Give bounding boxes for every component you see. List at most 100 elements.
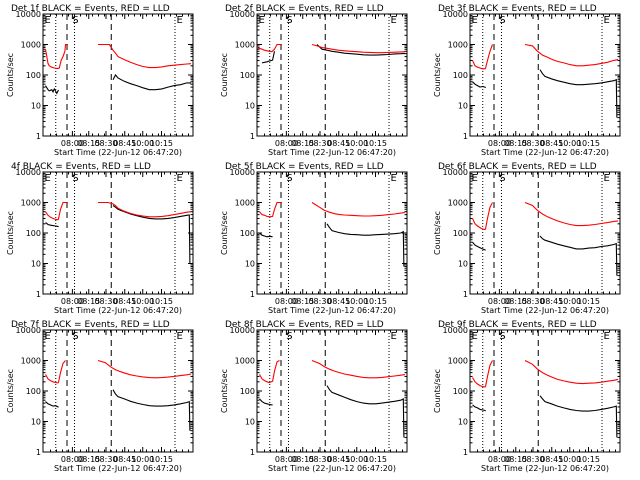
series-line-lld <box>256 43 406 54</box>
y-tick-label: 10000 <box>443 10 468 19</box>
x-tick-label: 10:15 <box>150 455 173 464</box>
panel-det-6: Det 6f BLACK = Events, RED = LLD 1 10 100 10… <box>433 162 621 315</box>
y-tick-label: 10000 <box>443 326 468 335</box>
series-line-lld <box>472 360 619 388</box>
y-tick-label: 1 <box>463 448 468 457</box>
x-tick-label: 10:00 <box>131 139 154 148</box>
x-tick-label: 08:00 <box>275 139 298 148</box>
event-marker-label: S <box>72 15 78 26</box>
x-axis-label: Start Time (22-Jun-12 06:47:20) <box>481 306 609 315</box>
x-tick-label: 08:00 <box>275 455 298 464</box>
event-marker-label: E <box>259 15 265 26</box>
event-marker-label: E <box>45 173 51 184</box>
series-line-lld <box>44 43 192 69</box>
x-tick-label: 08:15 <box>291 139 314 148</box>
x-tick-label: 08:00 <box>61 455 84 464</box>
x-tick-label: 08:00 <box>61 139 84 148</box>
event-marker-label: S <box>499 15 505 26</box>
x-tick-label: 08:15 <box>504 455 527 464</box>
x-tick-label: 08:45 <box>540 139 563 148</box>
panel-title: Det 6f BLACK = Events, RED = LLD <box>438 162 597 172</box>
x-tick-label: 08:00 <box>488 297 511 306</box>
panel-title: Det 9f BLACK = Events, RED = LLD <box>438 320 597 330</box>
y-axis-label: Counts/sec <box>6 53 15 97</box>
panel-title: Det 2f BLACK = Events, RED = LLD <box>225 4 384 14</box>
x-tick-label: 10:00 <box>558 455 581 464</box>
y-axis-label: Counts/sec <box>433 53 442 97</box>
series-line-events <box>259 223 405 267</box>
x-tick-label: 08:15 <box>291 297 314 306</box>
x-axis-label: Start Time (22-Jun-12 06:47:20) <box>268 148 396 157</box>
y-tick-label: 10 <box>245 102 255 111</box>
panel-det-2: Det 2f BLACK = Events, RED = LLD 1 10 100 10… <box>220 4 408 157</box>
series-line-events <box>472 235 618 276</box>
y-axis-label: Counts/sec <box>220 369 229 413</box>
panel-det-1: Det 1f BLACK = Events, RED = LLD 1 10 100 10… <box>6 4 194 157</box>
y-tick-label: 1 <box>463 290 468 299</box>
x-tick-label: 08:30 <box>308 139 331 148</box>
event-marker-label: S <box>286 15 292 26</box>
y-tick-label: 1 <box>250 132 255 141</box>
x-tick-label: 08:30 <box>521 139 544 148</box>
event-marker-label: E <box>604 173 610 184</box>
y-axis-label: Counts/sec <box>220 53 229 97</box>
series-line-events <box>45 389 191 431</box>
y-tick-label: 10 <box>31 418 41 427</box>
y-tick-label: 10000 <box>443 168 468 177</box>
x-tick-label: 10:00 <box>345 455 368 464</box>
event-marker-label: E <box>177 15 183 26</box>
y-tick-label: 100 <box>26 229 41 238</box>
x-tick-label: 10:15 <box>150 139 173 148</box>
x-tick-label: 08:45 <box>113 297 136 306</box>
y-tick-label: 10000 <box>16 326 41 335</box>
event-marker-label: S <box>72 173 78 184</box>
x-tick-label: 10:00 <box>558 297 581 306</box>
x-tick-label: 08:15 <box>504 297 527 306</box>
event-marker-label: S <box>499 331 505 342</box>
y-axis-label: Counts/sec <box>220 211 229 255</box>
y-tick-label: 1000 <box>21 357 41 366</box>
x-tick-label: 08:15 <box>77 139 100 148</box>
x-tick-label: 08:00 <box>61 297 84 306</box>
event-marker-label: S <box>499 173 505 184</box>
panel-title: Det 5f BLACK = Events, RED = LLD <box>225 162 384 172</box>
x-tick-label: 08:30 <box>521 455 544 464</box>
panel-det-5: Det 5f BLACK = Events, RED = LLD 1 10 100 10… <box>220 162 408 315</box>
y-tick-label: 1000 <box>21 41 41 50</box>
x-tick-label: 10:00 <box>131 297 154 306</box>
x-axis-label: Start Time (22-Jun-12 06:47:20) <box>268 306 396 315</box>
event-marker-label: E <box>604 15 610 26</box>
y-axis-label: Counts/sec <box>6 211 15 255</box>
y-tick-label: 1000 <box>448 357 468 366</box>
series-line-events <box>259 385 405 438</box>
x-tick-label: 08:15 <box>291 455 314 464</box>
event-marker-label: E <box>391 15 397 26</box>
y-tick-label: 1000 <box>448 41 468 50</box>
panel-title: 4f BLACK = Events, RED = LLD <box>11 162 151 172</box>
y-tick-label: 100 <box>453 229 468 238</box>
panel-title: Det 7f BLACK = Events, RED = LLD <box>11 320 170 330</box>
y-tick-label: 1 <box>463 132 468 141</box>
y-tick-label: 100 <box>26 387 41 396</box>
y-axis-label: Counts/sec <box>433 211 442 255</box>
panel-det-4: 4f BLACK = Events, RED = LLD 1 10 100 1000 10… <box>6 162 194 315</box>
x-tick-label: 08:15 <box>77 297 100 306</box>
series-line-lld <box>259 359 406 384</box>
y-tick-label: 100 <box>240 71 255 80</box>
y-tick-label: 10 <box>31 102 41 111</box>
series-line-events <box>472 395 618 438</box>
panel-title: Det 8f BLACK = Events, RED = LLD <box>225 320 384 330</box>
y-tick-label: 1 <box>36 290 41 299</box>
y-tick-label: 10 <box>31 260 41 269</box>
x-tick-label: 08:30 <box>521 297 544 306</box>
y-tick-label: 10 <box>458 418 468 427</box>
x-axis-label: Start Time (22-Jun-12 06:47:20) <box>54 464 182 473</box>
y-tick-label: 10 <box>458 102 468 111</box>
panel-title: Det 1f BLACK = Events, RED = LLD <box>11 4 170 14</box>
y-tick-label: 100 <box>453 71 468 80</box>
event-marker-label: S <box>72 331 78 342</box>
series-line-lld <box>472 43 619 70</box>
x-tick-label: 10:00 <box>345 139 368 148</box>
x-tick-label: 08:00 <box>275 297 298 306</box>
